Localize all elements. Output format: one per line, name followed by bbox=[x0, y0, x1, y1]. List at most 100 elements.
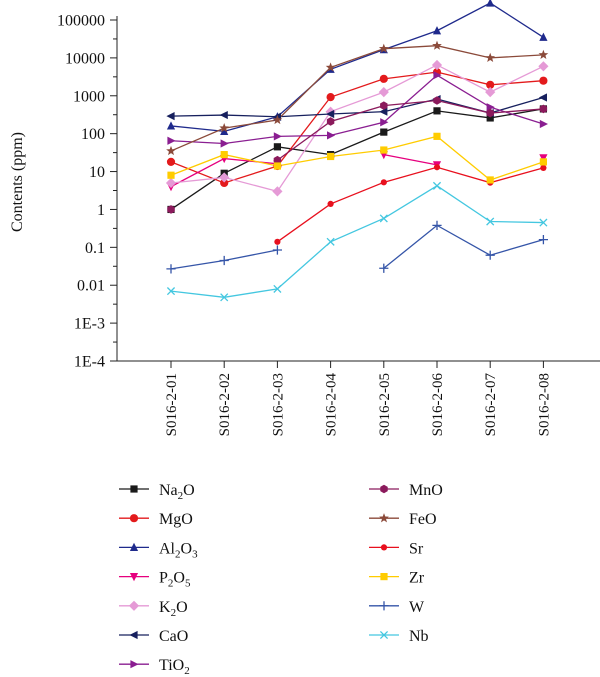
marker-feo-2 bbox=[219, 123, 230, 133]
y-tick-label: 10000 bbox=[65, 50, 105, 67]
legend-label: Na2O bbox=[159, 482, 195, 502]
legend-marker bbox=[379, 601, 389, 611]
marker-w-1 bbox=[166, 264, 176, 274]
legend-label-part: O bbox=[173, 570, 185, 587]
legend-label-part: K bbox=[159, 599, 171, 616]
marker-nb-7 bbox=[486, 217, 495, 226]
legend-marker bbox=[380, 484, 388, 494]
legend-marker bbox=[379, 513, 389, 523]
series-markers bbox=[165, 0, 549, 302]
legend-label-part: TiO bbox=[159, 657, 184, 674]
x-tick-label: S016-2-03 bbox=[270, 373, 286, 436]
marker-w-7 bbox=[485, 250, 495, 260]
legend-label-part: 2 bbox=[175, 548, 181, 560]
legend-item-na2o: Na2O bbox=[119, 482, 195, 502]
legend-label: Zr bbox=[409, 570, 425, 587]
legend-item-feo: FeO bbox=[369, 511, 437, 528]
marker-al2o3-1 bbox=[166, 121, 176, 130]
marker-feo-7 bbox=[485, 52, 496, 63]
marker-mgo-4 bbox=[326, 93, 335, 102]
marker-mno-1 bbox=[167, 205, 175, 214]
marker-k2o-4 bbox=[325, 106, 336, 117]
marker-k2o-1 bbox=[165, 177, 177, 189]
marker-k2o-5 bbox=[378, 87, 389, 98]
legend-marker bbox=[380, 544, 388, 551]
marker-k2o-3 bbox=[272, 186, 283, 197]
marker-na2o-3 bbox=[273, 143, 281, 151]
x-tick-label: S016-2-05 bbox=[377, 373, 393, 436]
legend-label-part: Zr bbox=[409, 570, 425, 587]
series-line-nb bbox=[170, 185, 544, 298]
legend-label: CaO bbox=[159, 628, 188, 645]
legend-item-zr: Zr bbox=[369, 570, 425, 587]
marker-sr-3 bbox=[274, 238, 281, 245]
marker-feo-1 bbox=[166, 145, 176, 156]
marker-w-8 bbox=[538, 234, 548, 245]
marker-mno-3 bbox=[273, 155, 282, 165]
y-tick-label: 10 bbox=[89, 164, 105, 181]
marker-mno-5 bbox=[380, 101, 388, 110]
legend-label-part: 3 bbox=[192, 548, 198, 560]
series-line-na2o bbox=[170, 108, 544, 210]
y-axis-label: Contents (ppm) bbox=[9, 132, 26, 232]
legend-item-cao: CaO bbox=[119, 628, 188, 645]
x-tick-label: S016-2-04 bbox=[324, 373, 340, 437]
marker-feo-8 bbox=[538, 49, 549, 60]
marker-cao-1 bbox=[166, 112, 175, 121]
marker-cao-5 bbox=[379, 107, 388, 116]
marker-mno-7 bbox=[486, 108, 494, 118]
marker-k2o-8 bbox=[538, 61, 549, 72]
series-lines bbox=[170, 2, 544, 298]
x-tick-label: S016-2-06 bbox=[430, 373, 446, 437]
legend-label-part: O bbox=[176, 599, 188, 616]
legend-label: Nb bbox=[409, 628, 429, 645]
marker-nb-5 bbox=[379, 214, 388, 223]
x-tick-label: S016-2-02 bbox=[217, 373, 233, 436]
legend-label: MgO bbox=[159, 511, 193, 528]
marker-zr-3 bbox=[273, 162, 281, 170]
marker-mgo-2 bbox=[220, 178, 229, 188]
marker-feo-3 bbox=[272, 114, 283, 125]
marker-tio2-5 bbox=[380, 118, 389, 127]
legend-marker bbox=[129, 630, 138, 640]
series-line-mno bbox=[277, 99, 544, 161]
legend-item-k2o: K2O bbox=[119, 599, 188, 619]
legend-label-part: Al bbox=[159, 540, 176, 557]
marker-nb-2 bbox=[220, 293, 229, 302]
marker-tio2-6 bbox=[433, 71, 442, 80]
marker-mno-6 bbox=[433, 96, 441, 105]
marker-al2o3-2 bbox=[220, 126, 229, 135]
legend-marker bbox=[129, 514, 139, 523]
marker-al2o3-7 bbox=[486, 0, 495, 7]
marker-w-6 bbox=[432, 220, 442, 230]
marker-w-5 bbox=[379, 263, 389, 273]
series-line-feo bbox=[170, 45, 544, 152]
marker-k2o-7 bbox=[485, 87, 496, 98]
marker-nb-8 bbox=[539, 218, 548, 227]
legend-marker bbox=[130, 660, 139, 669]
legend-label: Al2O3 bbox=[159, 540, 198, 560]
series-line-sr bbox=[277, 166, 544, 243]
y-tick-label: 1 bbox=[97, 202, 105, 219]
series-line-tio2 bbox=[170, 74, 544, 145]
marker-mno-8 bbox=[539, 104, 548, 114]
legend-marker bbox=[129, 542, 139, 551]
marker-cao-2 bbox=[219, 110, 228, 120]
y-tick-label: 0.01 bbox=[77, 278, 105, 295]
legend-label-part: Na bbox=[159, 482, 178, 499]
legend-marker bbox=[379, 630, 389, 640]
legend-label-part: P bbox=[159, 570, 168, 587]
legend-label-part: FeO bbox=[409, 511, 437, 528]
marker-sr-5 bbox=[380, 179, 387, 186]
legend-item-w: W bbox=[369, 599, 425, 616]
series-line-k2o bbox=[170, 64, 544, 193]
marker-na2o-5 bbox=[380, 128, 388, 136]
marker-zr-8 bbox=[539, 158, 547, 166]
marker-tio2-3 bbox=[273, 132, 282, 141]
legend-label-part: 2 bbox=[171, 607, 177, 619]
legend-item-mno: MnO bbox=[369, 482, 443, 499]
marker-w-2 bbox=[219, 255, 229, 266]
x-tick-label: S016-2-07 bbox=[483, 373, 499, 437]
marker-feo-4 bbox=[325, 62, 336, 72]
